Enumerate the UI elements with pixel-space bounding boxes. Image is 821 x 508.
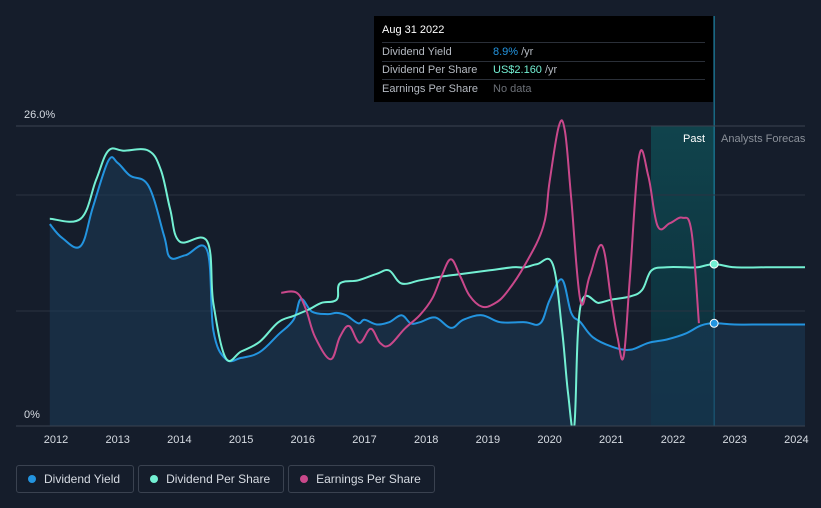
x-tick-label: 2015 — [229, 434, 253, 446]
tooltip-unit: /yr — [544, 64, 558, 77]
legend-label: Dividend Per Share — [166, 472, 271, 486]
x-tick-label: 2023 — [722, 434, 746, 446]
x-tick-label: 2012 — [44, 434, 68, 446]
x-tick-label: 2021 — [599, 434, 623, 446]
x-tick-label: 2016 — [291, 434, 315, 446]
tooltip-row-yield: Dividend Yield 8.9% /yr — [382, 42, 705, 61]
tooltip-label: Dividend Yield — [382, 45, 452, 58]
legend-dot-icon — [300, 475, 309, 483]
dividend-per-share-line — [49, 147, 805, 426]
tooltip-value: US$2.160 — [493, 64, 542, 77]
legend-dot-icon — [28, 475, 36, 483]
x-tick-label: 2019 — [476, 434, 500, 446]
legend-label: Earnings Per Share — [316, 472, 421, 486]
chart-tooltip: Aug 31 2022 Dividend Yield 8.9% /yr Divi… — [374, 16, 713, 102]
x-tick-label: 2022 — [661, 434, 685, 446]
legend-dot-icon — [150, 475, 159, 483]
legend-label: Dividend Yield — [44, 472, 121, 486]
earnings-per-share-line — [281, 119, 700, 361]
y-tick-label-bottom: 0% — [24, 409, 40, 421]
x-tick-label: 2017 — [352, 434, 376, 446]
tooltip-label: Dividend Per Share — [382, 64, 478, 77]
legend-dividend-per-share[interactable]: Dividend Per Share — [138, 465, 285, 493]
tooltip-date: Aug 31 2022 — [382, 24, 445, 36]
tooltip-unit: /yr — [521, 45, 534, 58]
past-label: Past — [683, 133, 705, 145]
x-tick-label: 2024 — [784, 434, 808, 446]
series-marker — [709, 259, 719, 269]
series-marker — [709, 318, 719, 328]
tooltip-value: 8.9% — [493, 45, 519, 58]
x-tick-label: 2013 — [105, 434, 129, 446]
tooltip-value: No data — [493, 82, 532, 95]
tooltip-label: Earnings Per Share — [382, 82, 478, 95]
y-tick-label-top: 26.0% — [24, 109, 55, 121]
x-tick-label: 2020 — [537, 434, 561, 446]
forecast-label: Analysts Forecas — [721, 133, 806, 145]
chart-legend: Dividend Yield Dividend Per Share Earnin… — [16, 465, 435, 493]
x-tick-label: 2014 — [167, 434, 191, 446]
legend-dividend-yield[interactable]: Dividend Yield — [16, 465, 135, 493]
tooltip-row-dps: Dividend Per Share US$2.160 /yr — [382, 60, 705, 80]
x-tick-label: 2018 — [414, 434, 438, 446]
legend-earnings-per-share[interactable]: Earnings Per Share — [288, 465, 435, 493]
tooltip-row-eps: Earnings Per Share No data — [382, 79, 705, 98]
